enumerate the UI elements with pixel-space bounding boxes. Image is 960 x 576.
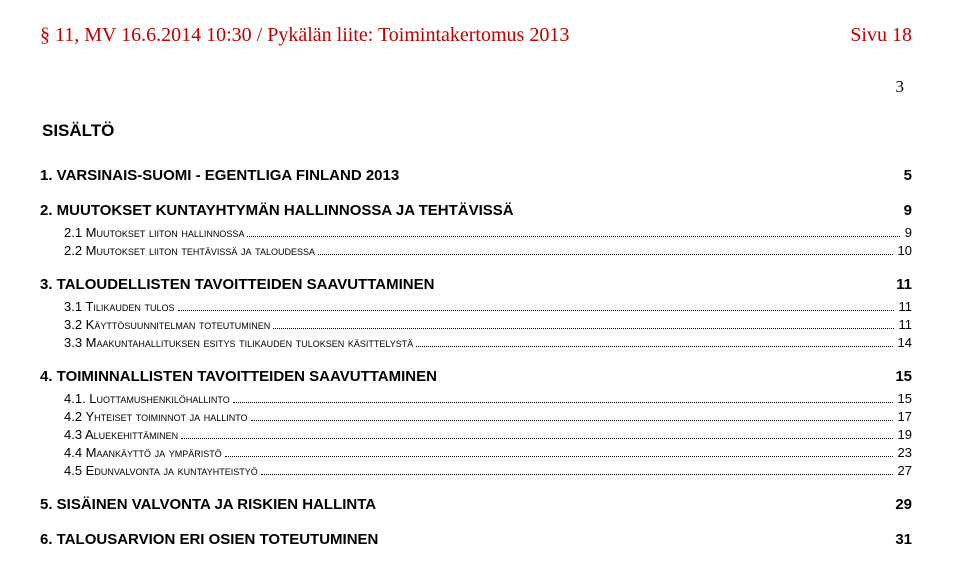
toc-label: 5. SISÄINEN VALVONTA JA RISKIEN HALLINTA — [40, 496, 376, 513]
toc-label: 3.1 Tilikauden tulos — [64, 299, 175, 314]
toc-entry: 5. SISÄINEN VALVONTA JA RISKIEN HALLINTA… — [40, 496, 912, 513]
toc-label: 3.2 Käyttösuunnitelman toteutuminen — [64, 317, 270, 332]
toc-label: 4.5 Edunvalvonta ja kuntayhteistyö — [64, 463, 258, 478]
toc-leader-dots — [318, 254, 893, 255]
toc-leader-dots — [178, 310, 894, 311]
toc-label: 4.1. Luottamushenkilöhallinto — [64, 391, 230, 406]
toc-page-number: 9 — [902, 202, 912, 219]
toc-entry: 6. TALOUSARVION ERI OSIEN TOTEUTUMINEN 31 — [40, 531, 912, 548]
toc-label: 4. TOIMINNALLISTEN TAVOITTEIDEN SAAVUTTA… — [40, 368, 437, 385]
toc-entry: 3. TALOUDELLISTEN TAVOITTEIDEN SAAVUTTAM… — [40, 276, 912, 293]
toc-entry: 3.2 Käyttösuunnitelman toteutuminen 11 — [64, 317, 912, 332]
toc-entry: 4.4 Maankäyttö ja ympäristö 23 — [64, 445, 912, 460]
toc-leader-dots — [261, 474, 893, 475]
toc-page-number: 11 — [897, 299, 913, 314]
toc-entry: 3.1 Tilikauden tulos 11 — [64, 299, 912, 314]
toc-page-number: 23 — [896, 445, 912, 460]
header-left: § 11, MV 16.6.2014 10:30 / Pykälän liite… — [40, 24, 569, 47]
toc-page-number: 27 — [896, 463, 912, 478]
toc-page-number: 14 — [896, 335, 912, 350]
toc-entry: 4. TOIMINNALLISTEN TAVOITTEIDEN SAAVUTTA… — [40, 368, 912, 385]
toc-leader-dots — [181, 438, 892, 439]
header-right: Sivu 18 — [850, 24, 912, 47]
toc-leader-dots — [247, 236, 899, 237]
toc-page-number: 29 — [893, 496, 912, 513]
toc-entry: 4.5 Edunvalvonta ja kuntayhteistyö 27 — [64, 463, 912, 478]
toc-leader-dots — [233, 402, 893, 403]
toc-page-number: 17 — [896, 409, 912, 424]
toc-label: 3. TALOUDELLISTEN TAVOITTEIDEN SAAVUTTAM… — [40, 276, 434, 293]
toc-entry: 2. MUUTOKSET KUNTAYHTYMÄN HALLINNOSSA JA… — [40, 202, 912, 219]
toc-label: 4.3 Aluekehittäminen — [64, 427, 178, 442]
toc-leader-dots — [416, 346, 892, 347]
toc-label: 2.1 Muutokset liiton hallinnossa — [64, 225, 244, 240]
toc-entry: 3.3 Maakuntahallituksen esitys tilikaude… — [64, 335, 912, 350]
toc-leader-dots — [251, 420, 893, 421]
toc-page-number: 11 — [897, 317, 913, 332]
toc-entry: 2.1 Muutokset liiton hallinnossa 9 — [64, 225, 912, 240]
toc-entry: 4.2 Yhteiset toiminnot ja hallinto 17 — [64, 409, 912, 424]
toc-page-number: 9 — [903, 225, 912, 240]
toc-label: 2.2 Muutokset liiton tehtävissä ja talou… — [64, 243, 315, 258]
toc-page-number: 11 — [894, 276, 912, 293]
inner-page-number: 3 — [40, 77, 912, 97]
toc-entry: 4.3 Aluekehittäminen 19 — [64, 427, 912, 442]
toc-label: 4.4 Maankäyttö ja ympäristö — [64, 445, 222, 460]
toc-label: 3.3 Maakuntahallituksen esitys tilikaude… — [64, 335, 413, 350]
toc-label: 6. TALOUSARVION ERI OSIEN TOTEUTUMINEN — [40, 531, 378, 548]
toc-entry: 2.2 Muutokset liiton tehtävissä ja talou… — [64, 243, 912, 258]
toc-label: 1. VARSINAIS-SUOMI - EGENTLIGA FINLAND 2… — [40, 167, 399, 184]
toc-leader-dots — [225, 456, 893, 457]
toc-page-number: 15 — [896, 391, 912, 406]
toc-leader-dots — [273, 328, 893, 329]
toc-page-number: 5 — [902, 167, 912, 184]
toc-label: 2. MUUTOKSET KUNTAYHTYMÄN HALLINNOSSA JA… — [40, 202, 514, 219]
toc-page-number: 31 — [893, 531, 912, 548]
toc-page-number: 10 — [896, 243, 912, 258]
toc-title: SISÄLTÖ — [42, 121, 912, 141]
toc-label: 4.2 Yhteiset toiminnot ja hallinto — [64, 409, 248, 424]
toc-entry: 4.1. Luottamushenkilöhallinto 15 — [64, 391, 912, 406]
toc-page-number: 19 — [896, 427, 912, 442]
table-of-contents: 1. VARSINAIS-SUOMI - EGENTLIGA FINLAND 2… — [40, 167, 912, 548]
document-header: § 11, MV 16.6.2014 10:30 / Pykälän liite… — [40, 24, 912, 47]
toc-page-number: 15 — [893, 368, 912, 385]
toc-entry: 1. VARSINAIS-SUOMI - EGENTLIGA FINLAND 2… — [40, 167, 912, 184]
